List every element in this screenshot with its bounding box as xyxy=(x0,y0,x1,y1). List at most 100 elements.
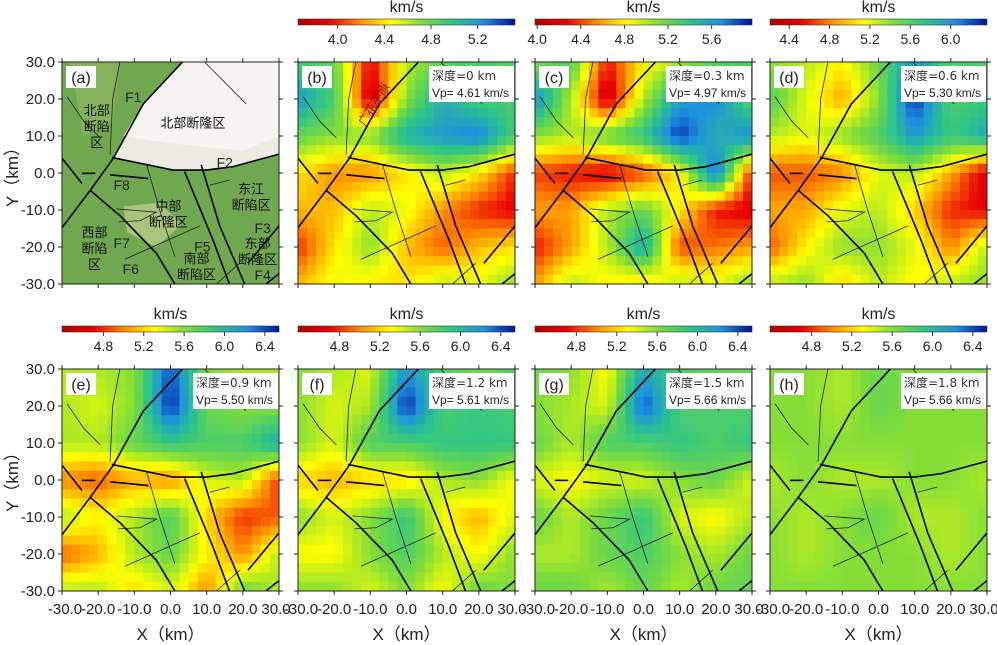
heat-cell xyxy=(98,369,108,379)
fault-line xyxy=(298,464,319,491)
fault-label: F7 xyxy=(114,235,131,251)
heat-cell xyxy=(968,461,979,472)
fault-line xyxy=(298,157,319,184)
heat-cell xyxy=(878,563,889,574)
heat-cell xyxy=(442,489,453,500)
heat-cell xyxy=(770,163,780,174)
heat-cell xyxy=(478,461,489,472)
heat-cell xyxy=(460,99,471,109)
heat-cell xyxy=(607,517,617,527)
heat-cell xyxy=(887,154,898,165)
heat-cell xyxy=(424,173,435,183)
heat-cell xyxy=(779,108,789,119)
heat-cell xyxy=(80,406,90,416)
heat-cell xyxy=(580,396,590,407)
heat-cell xyxy=(878,498,889,509)
heat-cell xyxy=(869,387,880,398)
heat-cell xyxy=(616,526,627,537)
heat-cell xyxy=(616,378,627,389)
heat-cell xyxy=(742,507,752,518)
heat-cell xyxy=(896,117,907,128)
heat-cell xyxy=(188,517,199,527)
heat-cell xyxy=(370,544,380,555)
heat-cell xyxy=(179,470,190,481)
heat-cell xyxy=(670,526,681,537)
heat-cell xyxy=(251,517,262,527)
heat-cell xyxy=(334,145,344,156)
region-label: 西部 xyxy=(82,226,108,241)
heat-cell xyxy=(469,247,480,257)
heat-cell xyxy=(607,228,617,239)
heat-cell xyxy=(833,387,843,398)
heat-cell xyxy=(941,136,952,146)
heat-cell xyxy=(125,581,135,591)
heat-cell xyxy=(298,182,308,193)
heat-cell xyxy=(589,470,599,481)
heat-cell xyxy=(433,581,444,591)
heat-cell xyxy=(442,544,453,555)
heat-cell xyxy=(562,581,572,591)
heat-cell xyxy=(950,126,961,137)
heat-cell xyxy=(643,517,654,527)
heat-cell xyxy=(643,145,654,156)
heat-cell xyxy=(269,526,279,537)
heat-cell xyxy=(433,526,444,537)
heat-cell xyxy=(941,489,952,500)
heat-cell xyxy=(779,126,789,137)
heat-cell xyxy=(469,99,480,109)
heat-cell xyxy=(553,99,563,109)
heat-cell xyxy=(607,489,617,500)
heat-cell xyxy=(89,470,99,481)
heat-cell xyxy=(851,461,862,472)
heat-cell xyxy=(625,136,636,146)
heat-cell xyxy=(968,443,979,453)
heat-cell xyxy=(307,274,317,284)
heat-cell xyxy=(706,126,717,137)
heat-cell xyxy=(134,544,144,555)
depth-label: 深度=0 km xyxy=(432,68,496,83)
heat-cell xyxy=(89,507,99,518)
heat-cell xyxy=(851,200,862,211)
heat-cell xyxy=(505,228,515,239)
heat-cell xyxy=(941,191,952,202)
heat-cell xyxy=(715,154,726,165)
heat-cell xyxy=(197,544,208,555)
x-tick-label: -30.0 xyxy=(521,601,555,618)
heat-cell xyxy=(89,554,99,564)
heat-cell xyxy=(307,415,317,426)
heat-cell xyxy=(206,526,217,537)
heat-cell xyxy=(505,535,515,546)
heat-cell xyxy=(406,498,417,509)
heat-cell xyxy=(433,237,444,248)
heat-cell xyxy=(334,387,344,398)
heat-cell xyxy=(134,424,144,435)
heat-cell xyxy=(224,498,235,509)
heat-cell xyxy=(269,452,279,463)
heat-cell xyxy=(487,219,498,230)
heat-cell xyxy=(797,117,807,128)
heat-cell xyxy=(406,200,417,211)
heat-cell xyxy=(977,256,987,267)
heat-cell xyxy=(869,117,880,128)
heat-cell xyxy=(742,154,752,165)
heat-cell xyxy=(388,117,399,128)
heat-cell xyxy=(98,581,108,591)
heat-cell xyxy=(352,99,362,109)
heat-cell xyxy=(824,219,834,230)
info-box xyxy=(901,373,986,409)
heat-cell xyxy=(815,237,825,248)
heat-cell xyxy=(896,461,907,472)
heat-cell xyxy=(968,173,979,183)
heat-cell xyxy=(896,498,907,509)
heat-cell xyxy=(652,274,663,284)
heat-cell xyxy=(433,274,444,284)
heat-cell xyxy=(170,396,181,407)
heat-cell xyxy=(571,182,581,193)
heat-cell xyxy=(451,498,462,509)
heat-cell xyxy=(905,145,916,156)
heat-cell xyxy=(968,452,979,463)
heat-cell xyxy=(134,461,144,472)
heat-cell xyxy=(487,480,498,490)
heat-cell xyxy=(670,424,681,435)
heat-cell xyxy=(242,526,253,537)
